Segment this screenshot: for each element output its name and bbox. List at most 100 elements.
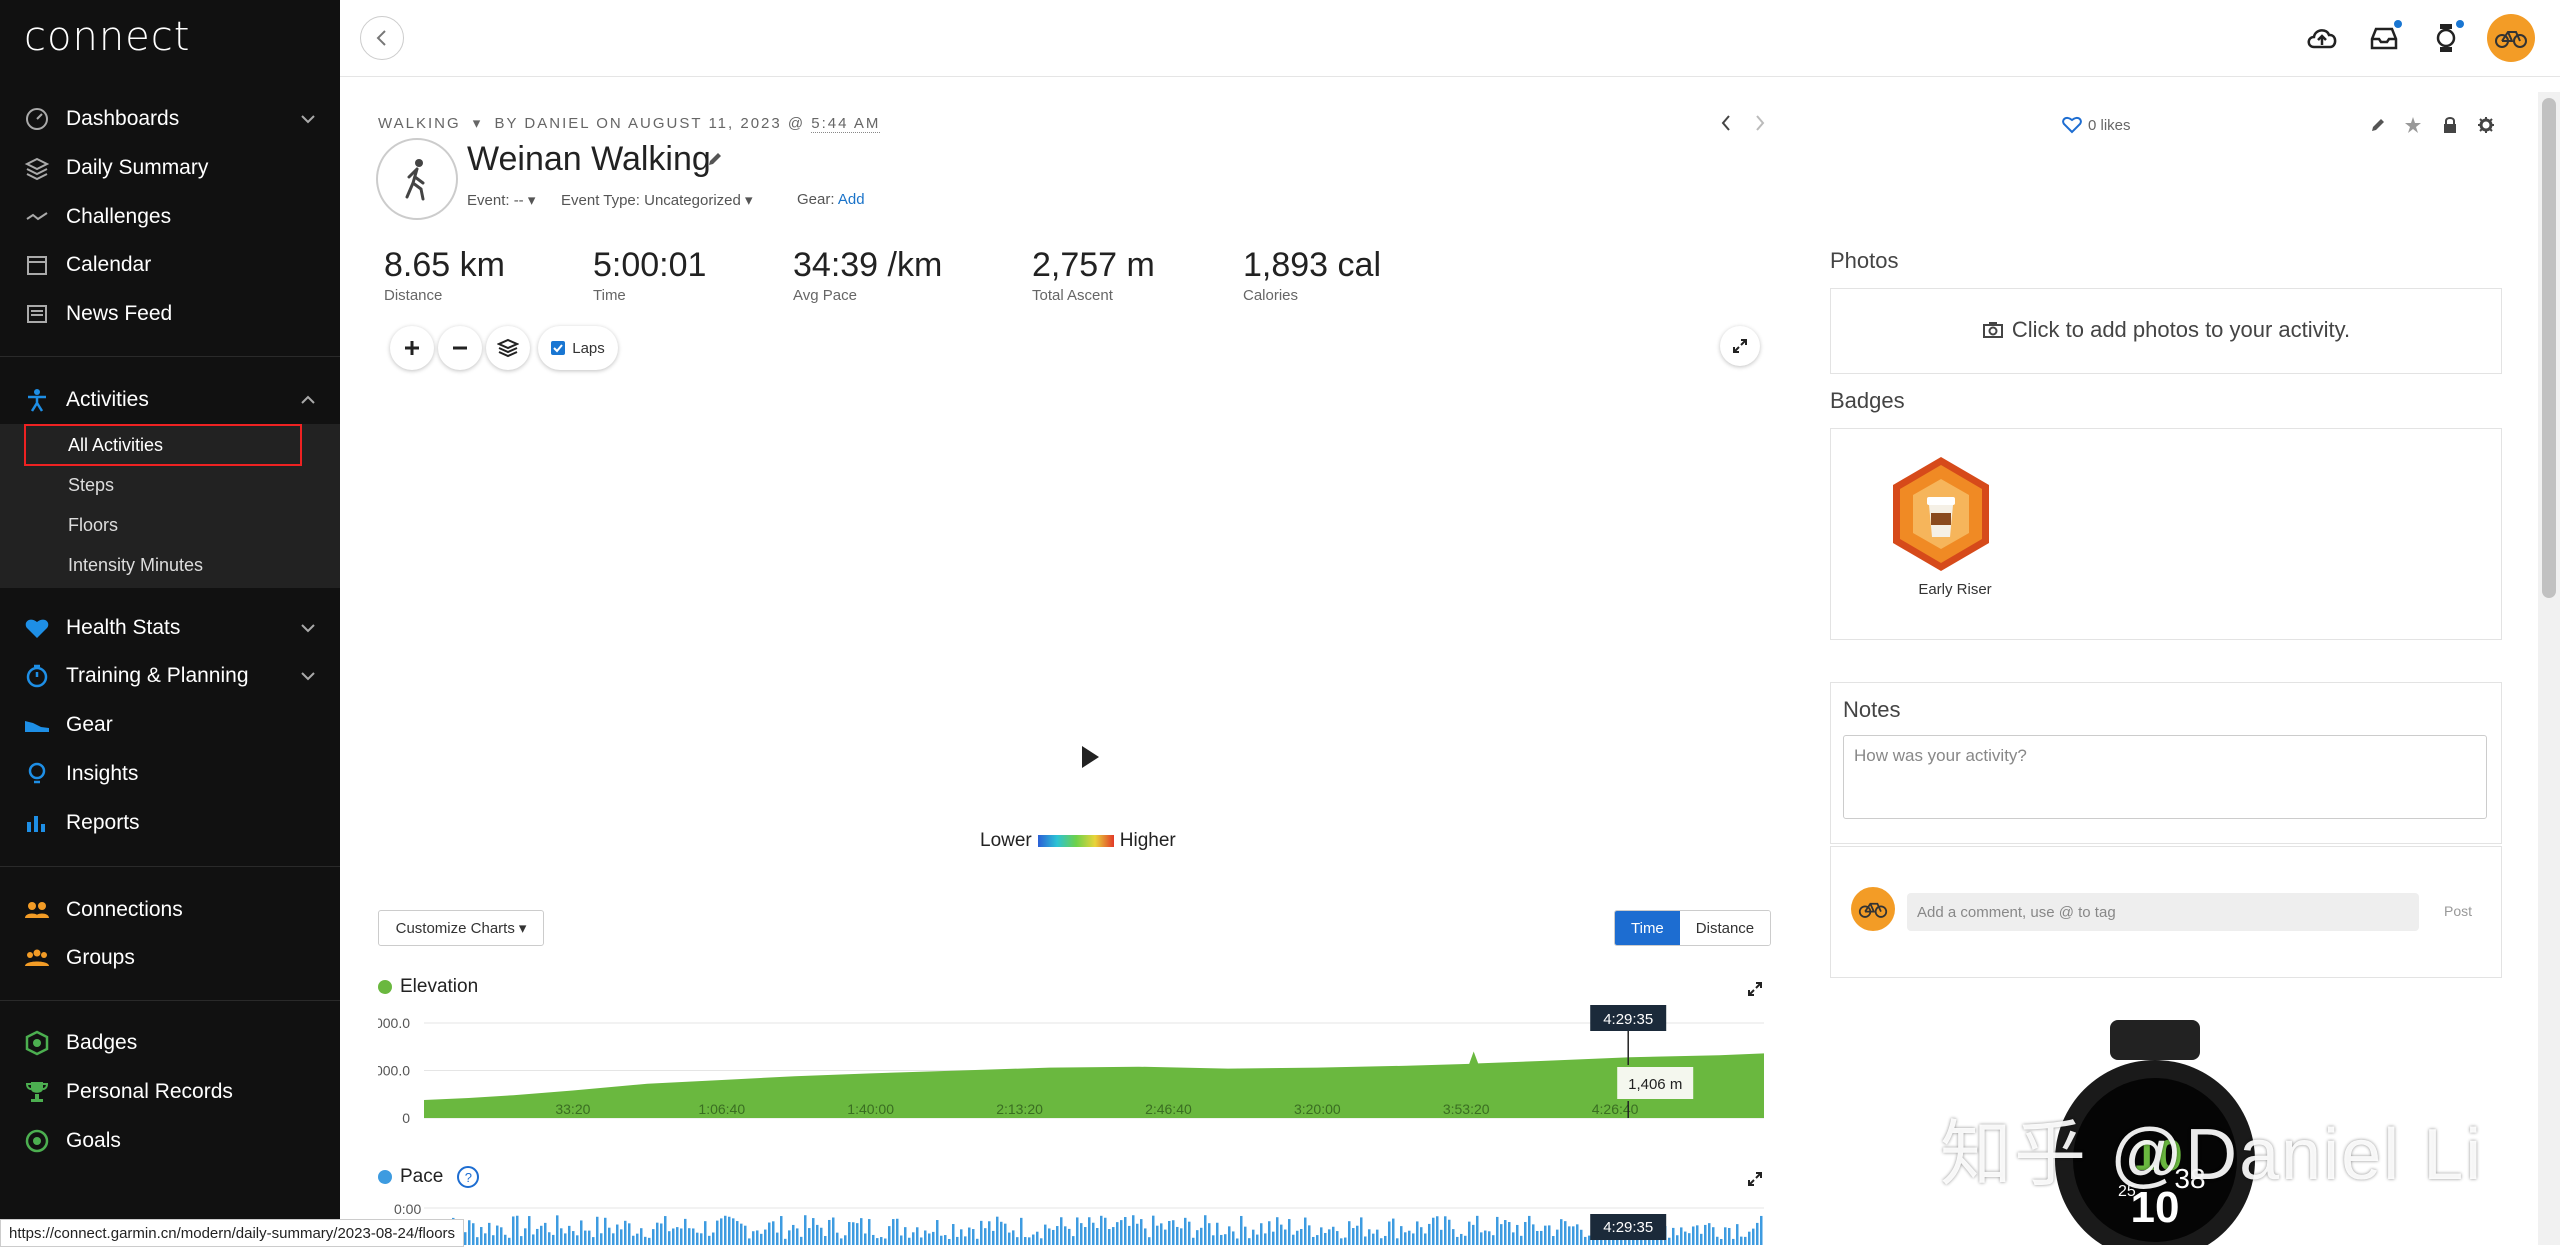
layers-icon bbox=[497, 338, 519, 358]
edit-activity-button[interactable] bbox=[2365, 112, 2391, 138]
laps-toggle[interactable]: Laps bbox=[538, 326, 618, 370]
device-button[interactable] bbox=[2426, 18, 2466, 58]
scrollbar-thumb[interactable] bbox=[2542, 98, 2556, 598]
sidebar-item-gear[interactable]: Gear bbox=[0, 703, 340, 747]
laps-checkbox[interactable] bbox=[551, 341, 566, 355]
pace-chart[interactable]: 0:00 4:29:35 bbox=[378, 1196, 1768, 1245]
event-select[interactable]: Event: -- ▾ bbox=[467, 192, 536, 209]
y-tick-label: 1,000.0 bbox=[378, 1063, 410, 1079]
customize-charts-button[interactable]: Customize Charts ▾ bbox=[378, 910, 544, 946]
sidebar-item-connections[interactable]: Connections bbox=[0, 888, 340, 932]
commenter-avatar bbox=[1851, 887, 1895, 931]
cloud-upload-icon bbox=[2307, 29, 2337, 49]
event-type-select[interactable]: Event Type: Uncategorized ▾ bbox=[561, 192, 753, 209]
previous-activity-button[interactable] bbox=[1720, 112, 1732, 138]
activity-type[interactable]: WALKING bbox=[378, 115, 461, 132]
photos-panel[interactable]: Click to add photos to your activity. bbox=[1830, 288, 2502, 374]
sidebar-subitem-steps[interactable]: Steps bbox=[24, 466, 300, 504]
gear-add-link[interactable]: Add bbox=[837, 191, 865, 208]
post-comment-button[interactable]: Post bbox=[2444, 903, 2473, 919]
notes-textarea[interactable]: How was your activity? bbox=[1843, 735, 2487, 819]
upload-button[interactable] bbox=[2302, 18, 2342, 58]
zoom-out-button[interactable] bbox=[438, 326, 482, 370]
add-photos-button[interactable]: Click to add photos to your activity. bbox=[1831, 317, 2501, 343]
pace-bar bbox=[676, 1227, 679, 1245]
inbox-button[interactable] bbox=[2364, 18, 2404, 58]
pace-bar bbox=[628, 1223, 631, 1245]
pace-bar bbox=[1168, 1220, 1171, 1245]
pace-bar bbox=[540, 1225, 543, 1245]
sidebar-item-calendar[interactable]: Calendar bbox=[0, 243, 340, 287]
pace-bar bbox=[1760, 1215, 1763, 1245]
camera-icon bbox=[1982, 322, 2003, 338]
sidebar-item-health-stats[interactable]: Health Stats bbox=[0, 606, 340, 650]
sidebar-item-personal-records[interactable]: Personal Records bbox=[0, 1070, 340, 1114]
x-tick-label: 2:46:40 bbox=[1145, 1101, 1192, 1117]
sidebar-item-news-feed[interactable]: News Feed bbox=[0, 292, 340, 336]
edit-title-icon[interactable] bbox=[706, 150, 724, 173]
activity-start-time[interactable]: 5:44 AM bbox=[811, 115, 881, 133]
play-button[interactable] bbox=[1070, 737, 1110, 777]
pace-bar bbox=[1680, 1227, 1683, 1245]
elevation-expand-button[interactable] bbox=[1742, 976, 1768, 1002]
time-axis-button[interactable]: Time bbox=[1615, 911, 1680, 945]
pace-bar bbox=[1456, 1236, 1459, 1245]
favorite-button[interactable] bbox=[2400, 112, 2426, 138]
sidebar-item-dashboards[interactable]: Dashboards bbox=[0, 97, 340, 141]
sidebar-item-daily-summary[interactable]: Daily Summary bbox=[0, 146, 340, 190]
pace-bar bbox=[1184, 1217, 1187, 1245]
subitem-label: Intensity Minutes bbox=[68, 554, 204, 575]
star-icon bbox=[2405, 117, 2421, 133]
pace-bar bbox=[1376, 1229, 1379, 1245]
sidebar-item-reports[interactable]: Reports bbox=[0, 801, 340, 845]
help-icon[interactable]: ? bbox=[457, 1166, 480, 1188]
sidebar-subitem-intensity-minutes[interactable]: Intensity Minutes bbox=[24, 546, 300, 584]
sidebar-item-activities[interactable]: Activities bbox=[0, 378, 340, 422]
comment-input[interactable]: Add a comment, use @ to tag bbox=[1907, 893, 2419, 931]
page-scrollbar[interactable] bbox=[2538, 92, 2560, 1245]
sidebar-item-goals[interactable]: Goals bbox=[0, 1119, 340, 1163]
runner-icon bbox=[22, 385, 52, 415]
pace-bar bbox=[1524, 1221, 1527, 1245]
pace-bar bbox=[484, 1233, 487, 1245]
sidebar-subitem-all-activities[interactable]: All Activities bbox=[24, 424, 302, 466]
connect-logo[interactable]: cοnnect bbox=[24, 14, 191, 60]
scale-lower-label: Lower bbox=[980, 830, 1032, 851]
walking-icon bbox=[405, 159, 425, 201]
back-button[interactable] bbox=[360, 16, 404, 60]
sidebar-item-groups[interactable]: Groups bbox=[0, 936, 340, 980]
elevation-chart[interactable]: 2,000.0 1,000.0 0 33:20 1:06:40 1:40:00 2:13:2… bbox=[378, 1005, 1768, 1135]
elevation-chart-title: Elevation bbox=[378, 976, 478, 998]
pace-bar bbox=[1744, 1236, 1747, 1245]
pace-bar bbox=[1756, 1222, 1759, 1245]
early-riser-badge[interactable] bbox=[1889, 455, 1993, 573]
avatar[interactable] bbox=[2487, 14, 2535, 62]
sidebar-item-badges[interactable]: Badges bbox=[0, 1021, 340, 1065]
sidebar-item-training-planning[interactable]: Training & Planning bbox=[0, 654, 340, 698]
bicycle-icon bbox=[1858, 902, 1888, 918]
map-layers-button[interactable] bbox=[486, 326, 530, 370]
pace-bar bbox=[772, 1221, 775, 1245]
watch-time-minute: 10 bbox=[2131, 1183, 2180, 1232]
activity-title[interactable]: Weinan Walking bbox=[467, 140, 711, 178]
pace-bar bbox=[584, 1230, 587, 1245]
group-icon bbox=[22, 943, 52, 973]
distance-axis-button[interactable]: Distance bbox=[1679, 911, 1771, 945]
privacy-button[interactable] bbox=[2437, 112, 2463, 138]
pace-bar bbox=[1416, 1221, 1419, 1245]
pace-bar bbox=[1180, 1228, 1183, 1245]
map-fullscreen-button[interactable] bbox=[1720, 326, 1760, 366]
likes-button[interactable]: 0 likes bbox=[2062, 116, 2131, 134]
pace-bar bbox=[636, 1233, 639, 1245]
sidebar-item-challenges[interactable]: Challenges bbox=[0, 195, 340, 239]
zoom-in-button[interactable] bbox=[390, 326, 434, 370]
settings-button[interactable] bbox=[2473, 112, 2499, 138]
pace-expand-button[interactable] bbox=[1742, 1166, 1768, 1192]
pace-bar bbox=[1152, 1215, 1155, 1245]
pace-bar bbox=[1092, 1222, 1095, 1245]
caret-down-icon[interactable]: ▾ bbox=[472, 115, 483, 132]
sidebar-subitem-floors[interactable]: Floors bbox=[24, 506, 300, 544]
sidebar-item-insights[interactable]: Insights bbox=[0, 752, 340, 796]
next-activity-button[interactable] bbox=[1754, 112, 1766, 138]
pace-bar bbox=[464, 1232, 467, 1245]
